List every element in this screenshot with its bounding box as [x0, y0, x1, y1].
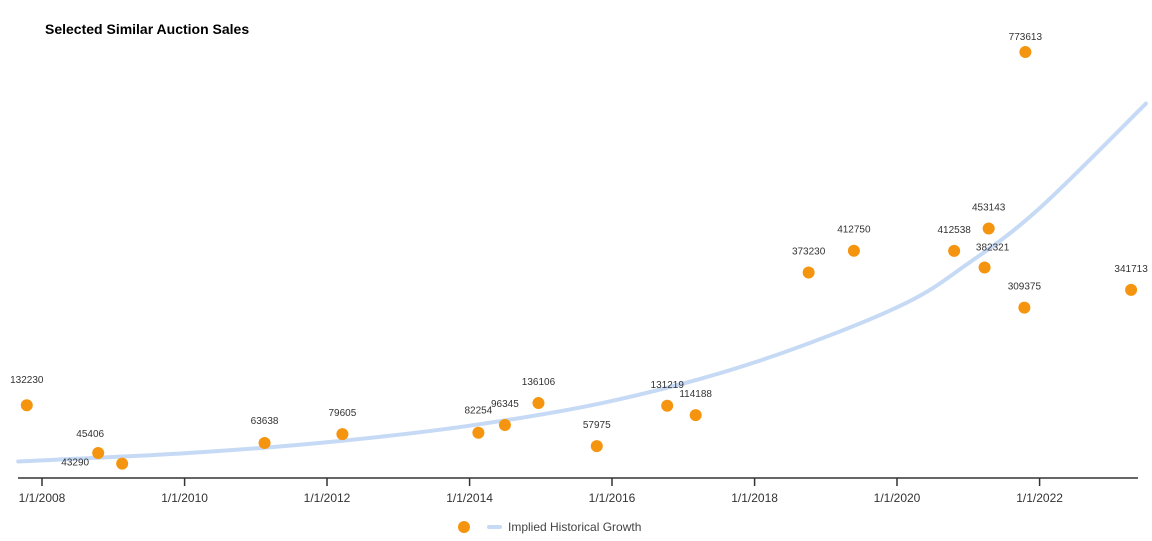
data-label: 63638: [251, 416, 279, 427]
legend-marker-circle: [458, 521, 470, 533]
data-label: 82254: [464, 406, 492, 417]
x-tick-label: 1/1/2020: [874, 491, 921, 505]
scatter-points: [20, 46, 1138, 470]
scatter-point: [336, 428, 349, 441]
legend: Implied Historical Growth: [458, 520, 641, 534]
trend-line: [16, 101, 1148, 464]
scatter-point: [1125, 283, 1138, 296]
scatter-point: [116, 457, 129, 470]
data-label: 79605: [329, 408, 357, 419]
scatter-point: [982, 222, 995, 235]
chart-title: Selected Similar Auction Sales: [45, 21, 250, 37]
data-label: 136106: [522, 377, 556, 388]
x-axis: 1/1/2008 1/1/2010 1/1/2012 1/1/2014 1/1/2016…: [18, 477, 1138, 505]
scatter-point: [689, 409, 702, 422]
scatter-point: [1018, 301, 1031, 314]
scatter-point: [978, 261, 991, 274]
scatter-point: [1019, 46, 1032, 59]
data-label: 45406: [76, 429, 104, 440]
x-tick-label: 1/1/2018: [731, 491, 778, 505]
data-label: 382321: [976, 242, 1010, 253]
data-label: 57975: [583, 420, 611, 431]
data-label: 412538: [937, 225, 971, 236]
data-label: 412750: [837, 225, 871, 236]
x-tick-label: 1/1/2008: [19, 491, 66, 505]
scatter-point: [590, 440, 603, 453]
scatter-point: [847, 244, 860, 257]
data-label: 131219: [651, 380, 685, 391]
data-label: 309375: [1008, 282, 1042, 293]
legend-label: Implied Historical Growth: [508, 520, 641, 534]
data-label: 132230: [10, 375, 44, 386]
data-label: 43290: [61, 458, 89, 469]
scatter-point: [661, 399, 674, 412]
data-label: 96345: [491, 399, 519, 410]
scatter-point: [92, 447, 105, 459]
x-tick-label: 1/1/2016: [589, 491, 636, 505]
data-label: 341713: [1114, 264, 1148, 275]
scatter-point: [532, 397, 545, 410]
trend-layer: [16, 101, 1148, 464]
data-label: 373230: [792, 247, 826, 258]
scatter-point: [802, 266, 815, 279]
x-tick-label: 1/1/2022: [1016, 491, 1063, 505]
data-labels: 132230 45406 43290 63638 79605 82254963451361…: [10, 32, 1148, 469]
scatter-point: [472, 426, 485, 439]
scatter-point: [948, 244, 961, 257]
scatter-point: [498, 418, 511, 431]
x-tick-label: 1/1/2010: [161, 491, 208, 505]
x-tick-label: 1/1/2014: [446, 491, 493, 505]
x-tick-label: 1/1/2012: [304, 491, 351, 505]
scatter-point: [20, 399, 33, 412]
data-label: 453143: [972, 203, 1006, 214]
data-label: 773613: [1009, 32, 1043, 43]
data-label: 114188: [679, 389, 712, 400]
scatter-point: [258, 436, 271, 449]
